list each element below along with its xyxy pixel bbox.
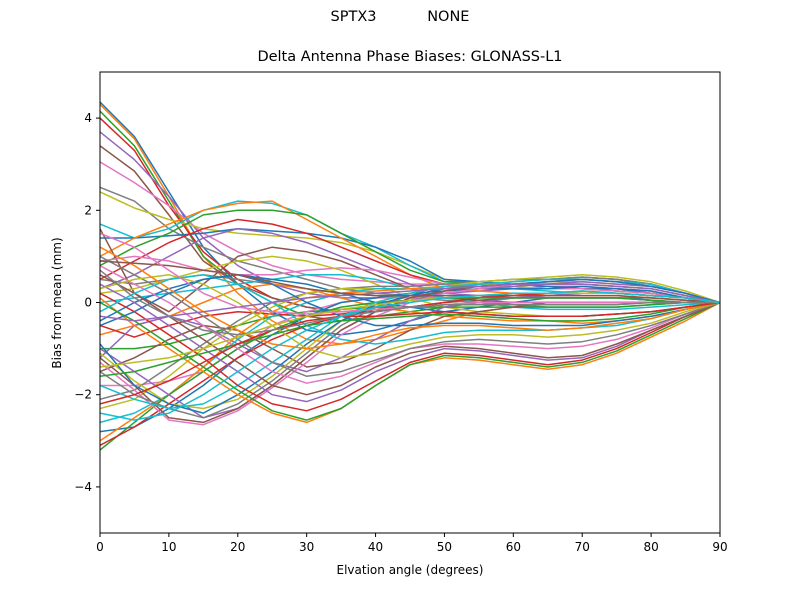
plot-lines [100, 101, 720, 451]
y-tick-label: 0 [84, 296, 92, 310]
series-line [100, 255, 720, 378]
x-tick-label: 40 [368, 540, 383, 554]
series-line [100, 301, 720, 405]
x-axis-label: Elvation angle (degrees) [337, 563, 484, 577]
chart-title: Delta Antenna Phase Biases: GLONASS-L1 [257, 49, 563, 65]
x-tick-label: 0 [96, 540, 104, 554]
x-tick-label: 70 [575, 540, 590, 554]
series-line [100, 274, 720, 327]
series-line [100, 301, 720, 421]
series-line [100, 274, 720, 345]
y-tick-label: −2 [74, 388, 92, 402]
series-line [100, 274, 720, 396]
series-line [100, 301, 720, 378]
series-line [100, 292, 720, 412]
x-axis-ticks: 0 10 20 30 40 50 60 70 80 90 [96, 533, 728, 554]
x-tick-label: 90 [712, 540, 727, 554]
x-tick-label: 50 [437, 540, 452, 554]
x-tick-label: 20 [230, 540, 245, 554]
series-line [100, 290, 720, 421]
x-tick-label: 80 [643, 540, 658, 554]
y-tick-label: −4 [74, 480, 92, 494]
series-line [100, 274, 720, 359]
series-line [100, 269, 720, 336]
series-line [100, 260, 720, 304]
x-tick-label: 60 [506, 540, 521, 554]
y-tick-label: 2 [84, 203, 92, 217]
figure-suptitle: SPTX3 NONE [330, 9, 470, 25]
x-tick-label: 10 [161, 540, 176, 554]
y-axis-ticks: −4 −2 0 2 4 [74, 111, 100, 494]
x-tick-label: 30 [299, 540, 314, 554]
series-line [100, 283, 720, 322]
y-axis-label: Bias from mean (mm) [50, 237, 64, 368]
y-tick-label: 4 [84, 111, 92, 125]
